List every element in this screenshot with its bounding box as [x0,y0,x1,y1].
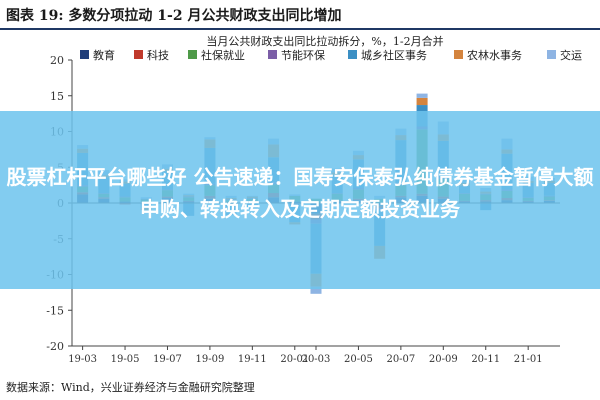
bar-segment-6-11 [310,286,322,294]
legend-swatch [188,50,197,59]
y-tick-label: -15 [46,304,64,317]
x-tick-label: 20-05 [344,354,373,365]
legend-label: 科技 [147,48,169,62]
x-tick-label: 20-11 [471,354,500,365]
bar-segment-5-16 [416,97,428,106]
figure-header: 图表 19: 多数分项拉动 1-2 月公共财政支出同比增加 [0,0,600,30]
banner-headline[interactable]: 股票杠杆平台哪些好 公告速递：国寿安保泰弘纯债券基金暂停大额申购、转换转入及定期… [6,165,594,221]
chart-title: 当月公共财政支出同比拉动拆分，%，1-2月合并 [206,34,443,48]
y-tick-label: -20 [46,340,64,353]
figure-title: 图表 19: 多数分项拉动 1-2 月公共财政支出同比增加 [6,8,342,24]
legend-label: 节能环保 [281,48,325,62]
legend-swatch [80,50,89,59]
legend-swatch [134,50,143,59]
x-tick-label: 20-01 [280,354,309,365]
legend-swatch [268,50,277,59]
legend-swatch [547,50,556,59]
x-tick-label: 20-07 [386,354,415,365]
legend-label: 交运 [560,48,582,62]
x-tick-label: 20-03 [302,354,331,365]
chart-legend: 教育 科技 社保就业 节能环保 城乡社区事务 农林水事务 交运 [80,48,582,62]
legend-label: 社保就业 [201,48,245,62]
y-tick-label: 20 [50,54,64,67]
x-tick-label: 19-11 [238,354,267,365]
x-tick-label: 21-01 [514,354,543,365]
legend-swatch [454,50,463,59]
x-tick-label: 19-07 [153,354,182,365]
legend-label: 教育 [93,48,115,62]
x-tick-label: 20-09 [429,354,458,365]
x-tick-label: 19-05 [111,354,140,365]
x-tick-label: 19-09 [195,354,224,365]
headline-banner[interactable]: 股票杠杆平台哪些好 公告速递：国寿安保泰弘纯债券基金暂停大额申购、转换转入及定期… [0,111,600,289]
legend-label: 农林水事务 [467,48,522,62]
y-tick-label: 15 [50,90,64,103]
x-tick-label: 19-03 [68,354,97,365]
legend-label: 城乡社区事务 [361,48,427,62]
figure-source: 数据来源：Wind，兴业证券经济与金融研究院整理 [6,381,255,394]
bar-segment-6-16 [416,93,428,98]
legend-swatch [348,50,357,59]
